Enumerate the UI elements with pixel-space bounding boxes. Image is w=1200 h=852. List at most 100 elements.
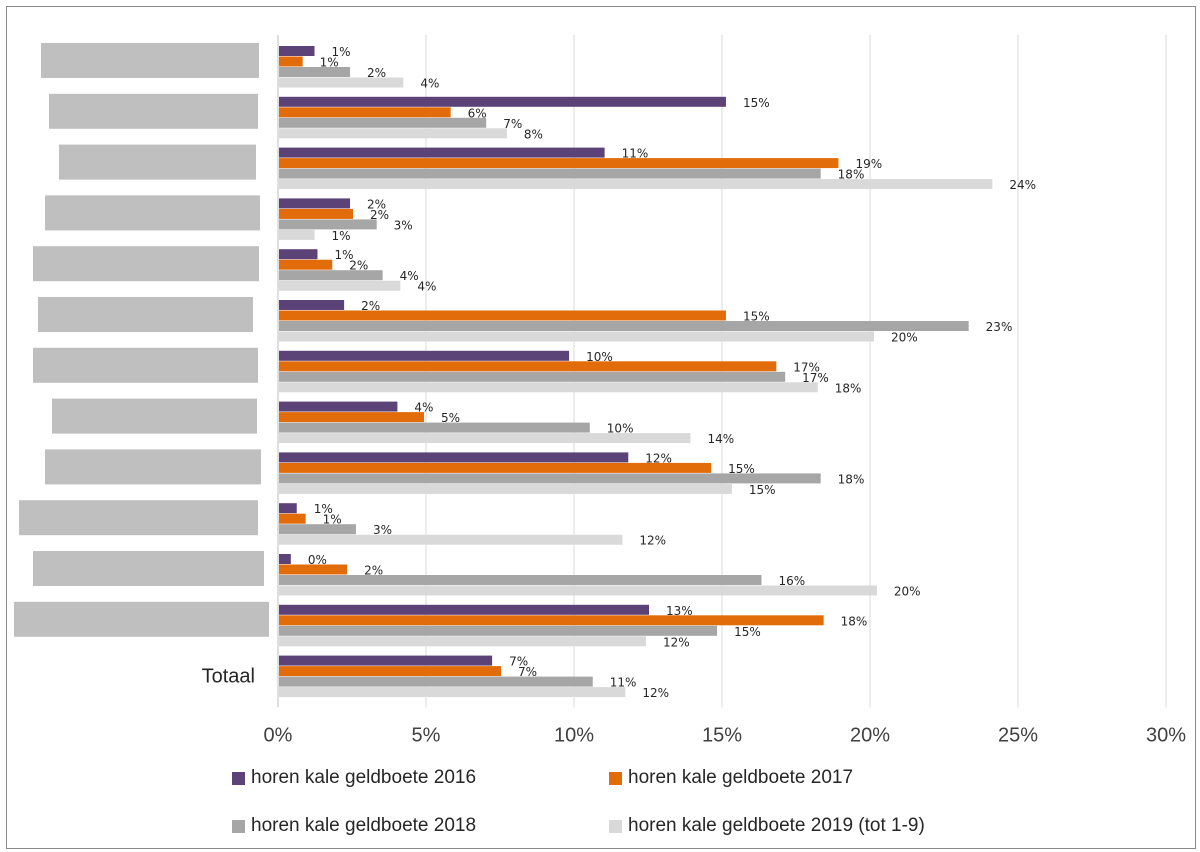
bar-4 bbox=[279, 687, 626, 698]
x-tick-label: 30% bbox=[1146, 724, 1186, 746]
bar-3 bbox=[279, 270, 383, 281]
data-label: 17% bbox=[802, 371, 829, 385]
x-tick-label: 15% bbox=[702, 724, 742, 746]
bar-2 bbox=[279, 208, 353, 219]
data-label: 8% bbox=[524, 127, 543, 141]
data-label: 2% bbox=[367, 66, 386, 80]
data-label: 14% bbox=[707, 432, 734, 446]
bar-3 bbox=[279, 117, 487, 128]
data-label: 5% bbox=[441, 411, 460, 425]
bar-2 bbox=[279, 564, 348, 575]
data-label: 15% bbox=[743, 96, 770, 110]
bar-4 bbox=[279, 585, 877, 596]
data-label: 4% bbox=[420, 77, 439, 91]
legend-item: horen kale geldboete 2019 (tot 1-9) bbox=[609, 815, 925, 837]
legend-swatch bbox=[609, 819, 622, 833]
data-label: 15% bbox=[749, 483, 776, 497]
x-tick-label: 20% bbox=[850, 724, 890, 746]
data-label: 12% bbox=[639, 534, 666, 548]
redacted-category-label bbox=[45, 449, 261, 485]
legend-swatch bbox=[232, 771, 245, 785]
redacted-category-label bbox=[52, 398, 257, 434]
bar-1 bbox=[279, 554, 291, 564]
bar-2 bbox=[279, 513, 306, 524]
bar-2 bbox=[279, 310, 726, 321]
bar-3 bbox=[279, 524, 356, 535]
data-label: 2% bbox=[364, 564, 383, 578]
data-label: 12% bbox=[663, 635, 690, 649]
bar-3 bbox=[279, 219, 377, 230]
bar-2 bbox=[279, 462, 712, 473]
data-label: 16% bbox=[778, 574, 805, 588]
data-label: 7% bbox=[503, 117, 522, 131]
bar-1 bbox=[279, 249, 318, 260]
data-label: 20% bbox=[891, 331, 918, 345]
legend-swatch bbox=[232, 819, 245, 833]
data-label: 17% bbox=[793, 360, 820, 374]
redacted-category-label bbox=[59, 144, 256, 180]
data-label: 18% bbox=[835, 381, 862, 395]
bar-3 bbox=[279, 371, 786, 382]
bar-1 bbox=[279, 503, 297, 514]
bar-1 bbox=[279, 604, 649, 615]
bar-4 bbox=[279, 280, 401, 291]
data-label: 10% bbox=[607, 422, 634, 436]
x-tick-label: 25% bbox=[998, 724, 1038, 746]
redacted-category-label bbox=[45, 195, 260, 231]
data-label: 3% bbox=[373, 523, 392, 537]
data-label: 2% bbox=[349, 259, 368, 273]
data-label: 15% bbox=[743, 310, 770, 324]
bar-4 bbox=[279, 229, 315, 240]
data-label: 2% bbox=[370, 208, 389, 222]
data-label: 3% bbox=[394, 218, 413, 232]
bar-4 bbox=[279, 534, 623, 545]
bar-2 bbox=[279, 259, 333, 270]
data-label: 4% bbox=[417, 280, 436, 294]
data-label: 13% bbox=[666, 604, 693, 618]
legend-label: horen kale geldboete 2016 bbox=[251, 767, 477, 788]
data-label: 2% bbox=[361, 299, 380, 313]
data-label: 12% bbox=[645, 451, 672, 465]
bar-3 bbox=[279, 676, 593, 687]
x-tick-label: 5% bbox=[412, 724, 441, 746]
bar-3 bbox=[279, 575, 762, 585]
bar-2 bbox=[279, 412, 425, 423]
bar-2 bbox=[279, 615, 824, 626]
data-label: 11% bbox=[622, 147, 649, 161]
bar-1 bbox=[279, 147, 605, 158]
legend-label: horen kale geldboete 2017 bbox=[628, 767, 854, 788]
bar-1 bbox=[279, 401, 398, 412]
redacted-category-label bbox=[49, 93, 258, 129]
data-label: 0% bbox=[308, 553, 327, 567]
data-label: 15% bbox=[728, 462, 755, 476]
data-label: 1% bbox=[314, 502, 333, 516]
redacted-category-label bbox=[19, 500, 258, 536]
bar-4 bbox=[279, 636, 647, 647]
bar-4 bbox=[279, 331, 874, 342]
bar-1 bbox=[279, 350, 570, 361]
bar-3 bbox=[279, 321, 969, 331]
data-label: 2% bbox=[367, 197, 386, 211]
bar-2 bbox=[279, 666, 501, 677]
data-label: 12% bbox=[642, 686, 669, 700]
category-label: Totaal bbox=[202, 666, 255, 688]
data-label: 19% bbox=[855, 157, 882, 171]
data-label: 4% bbox=[414, 401, 433, 415]
legend-item: horen kale geldboete 2017 bbox=[609, 767, 853, 789]
bar-2 bbox=[279, 56, 303, 67]
data-label: 10% bbox=[586, 350, 613, 364]
bar-4 bbox=[279, 382, 818, 393]
data-label: 7% bbox=[518, 665, 537, 679]
bar-1 bbox=[279, 655, 493, 666]
bar-4 bbox=[279, 179, 993, 190]
bar-1 bbox=[279, 452, 629, 463]
redacted-category-label bbox=[14, 601, 269, 637]
data-label: 4% bbox=[400, 269, 419, 283]
bar-3 bbox=[279, 67, 351, 77]
data-label: 1% bbox=[332, 45, 351, 59]
bar-4 bbox=[279, 77, 404, 88]
bar-3 bbox=[279, 473, 821, 484]
legend-label: horen kale geldboete 2018 bbox=[251, 815, 477, 836]
data-label: 1% bbox=[320, 56, 339, 70]
bar-1 bbox=[279, 96, 726, 107]
